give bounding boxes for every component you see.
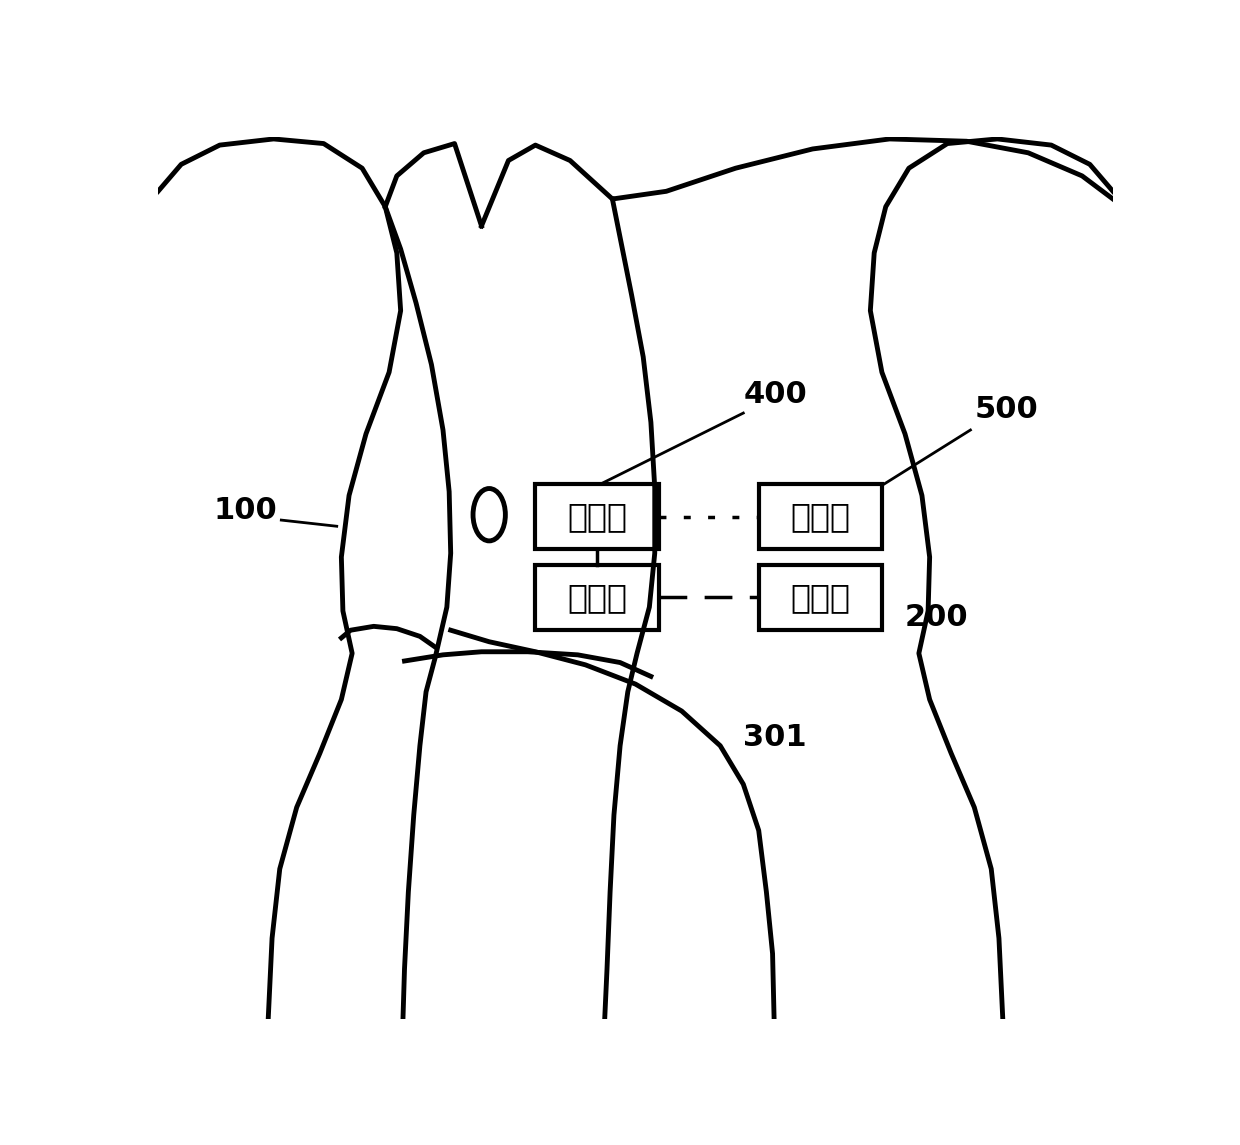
Text: 301: 301 [743, 722, 807, 752]
Text: 接收器: 接收器 [790, 500, 851, 534]
Text: 100: 100 [213, 496, 278, 524]
FancyBboxPatch shape [536, 564, 658, 630]
Text: 200: 200 [905, 603, 968, 632]
Text: 400: 400 [743, 380, 807, 409]
Text: 发射器: 发射器 [567, 500, 627, 534]
FancyBboxPatch shape [536, 484, 658, 550]
Text: 500: 500 [975, 395, 1038, 425]
FancyBboxPatch shape [759, 484, 882, 550]
Text: 传感器: 传感器 [567, 581, 627, 614]
Text: 植入器: 植入器 [790, 581, 851, 614]
FancyBboxPatch shape [759, 564, 882, 630]
